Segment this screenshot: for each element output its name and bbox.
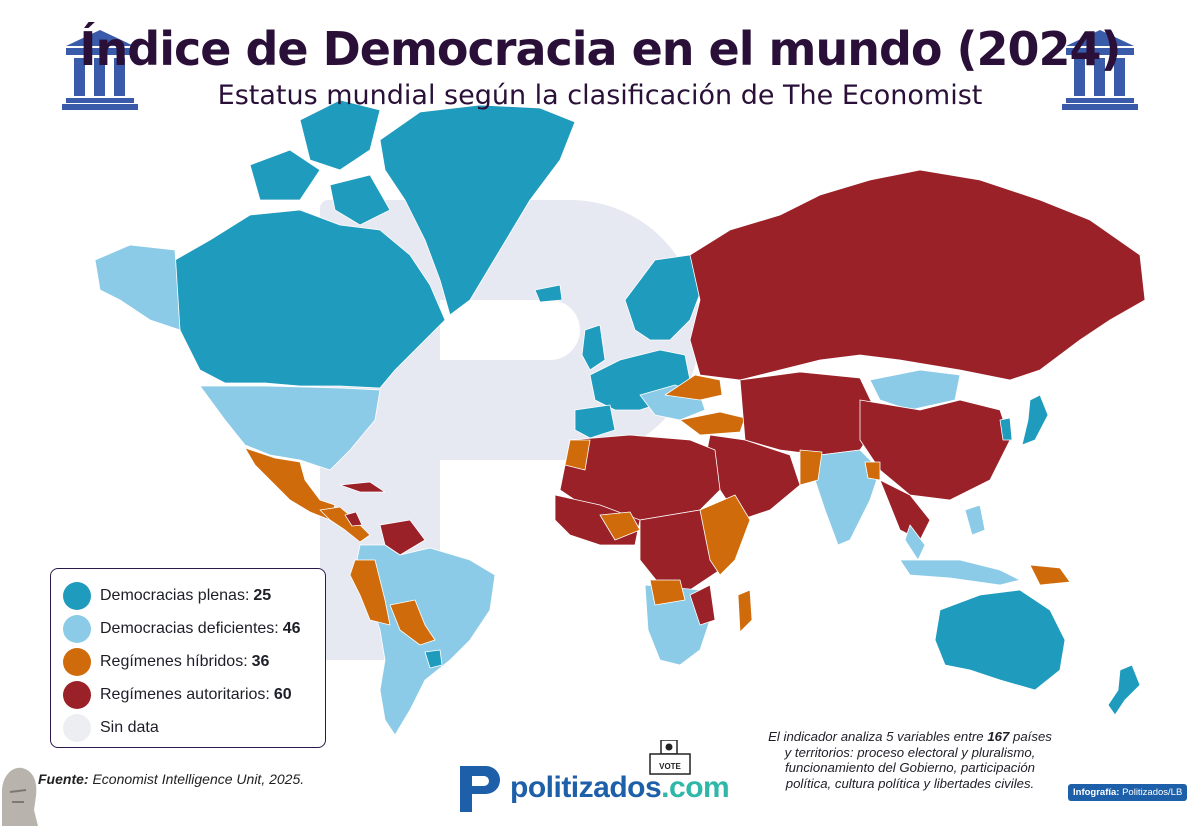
page-subtitle: Estatus mundial según la clasificación d… xyxy=(217,80,983,111)
region-canada xyxy=(171,209,446,389)
region-madagascar xyxy=(737,589,753,633)
legend-item-authoritarian-regimes: Regímenes autoritarios: 60 xyxy=(51,678,325,711)
source-text: Economist Intelligence Unit, 2025. xyxy=(92,771,305,787)
legend-swatch xyxy=(63,614,91,643)
credit-text: Politizados/LB xyxy=(1122,787,1183,798)
methodology-note: El indicador analiza 5 variables entre 1… xyxy=(768,729,1052,791)
region-bolivia xyxy=(389,599,436,646)
region-new-zealand xyxy=(1107,664,1141,716)
credit-label: Infografía: xyxy=(1073,787,1120,798)
pillar-icon xyxy=(62,30,138,110)
region-central-america xyxy=(319,506,371,543)
region-australia xyxy=(934,589,1066,691)
legend-count: 36 xyxy=(251,652,270,670)
region-central-asia xyxy=(739,371,881,456)
page-title: Índice de Democracia en el mundo (2024) xyxy=(79,22,1121,76)
legend: Democracias plenas: 25 Democracias defic… xyxy=(50,568,326,748)
legend-swatch xyxy=(63,647,91,676)
region-indonesia xyxy=(899,559,1021,586)
legend-swatch xyxy=(63,713,91,742)
region-uk xyxy=(581,324,606,371)
region-india xyxy=(814,449,881,546)
legend-label: Regímenes híbridos: xyxy=(100,652,248,670)
legend-label: Democracias deficientes: xyxy=(100,619,279,637)
note-before: El indicador analiza 5 variables entre xyxy=(768,729,984,744)
ballot-box-icon: VOTE xyxy=(649,740,691,775)
logo-domain: .com xyxy=(661,771,730,804)
region-cuba xyxy=(339,481,386,493)
p-logo-icon xyxy=(460,766,500,812)
legend-label: Sin data xyxy=(100,718,159,736)
logo-text: politizados.com xyxy=(510,771,730,805)
header: Índice de Democracia en el mundo (2024) … xyxy=(0,0,1200,120)
legend-swatch xyxy=(63,581,91,610)
legend-count: 46 xyxy=(282,619,301,637)
politizados-logo[interactable]: VOTE politizados.com xyxy=(458,740,758,815)
region-china xyxy=(859,399,1011,501)
region-turkey xyxy=(679,411,746,436)
region-alaska xyxy=(94,244,181,331)
legend-item-no-data: Sin data xyxy=(51,711,325,744)
legend-label: Regímenes autoritarios: xyxy=(100,685,270,703)
ballot-text: VOTE xyxy=(659,762,681,771)
region-russia xyxy=(689,169,1146,381)
region-peru xyxy=(349,559,391,626)
legend-item-hybrid-regimes: Regímenes híbridos: 36 xyxy=(51,645,325,678)
legend-count: 25 xyxy=(253,586,272,604)
note-count: 167 xyxy=(987,729,1010,744)
region-greenland xyxy=(379,104,576,316)
legend-item-full-democracies: Democracias plenas: 25 xyxy=(51,579,325,612)
legend-swatch xyxy=(63,680,91,709)
logo-name: politizados xyxy=(510,771,662,804)
region-venezuela xyxy=(379,519,426,556)
portrait-icon xyxy=(2,767,38,826)
region-iceland xyxy=(534,284,563,303)
region-uruguay xyxy=(424,649,443,669)
note-after: países y territorios: proceso electoral … xyxy=(784,729,1052,791)
region-japan xyxy=(1021,394,1049,446)
legend-label: Democracias plenas: xyxy=(100,586,250,604)
pillar-icon xyxy=(1062,30,1138,110)
legend-item-flawed-democracies: Democracias deficientes: 46 xyxy=(51,612,325,645)
region-arctic-islands xyxy=(299,99,381,171)
region-mongolia xyxy=(869,369,961,411)
region-east-africa xyxy=(699,494,751,576)
credit-badge: Infografía: Politizados/LB xyxy=(1068,784,1188,801)
region-iberia xyxy=(574,404,616,439)
source-note: Fuente: Economist Intelligence Unit, 202… xyxy=(38,771,304,787)
source-label: Fuente: xyxy=(38,771,89,787)
region-scandinavia xyxy=(624,254,706,341)
region-usa xyxy=(199,385,381,471)
legend-count: 60 xyxy=(273,685,292,703)
